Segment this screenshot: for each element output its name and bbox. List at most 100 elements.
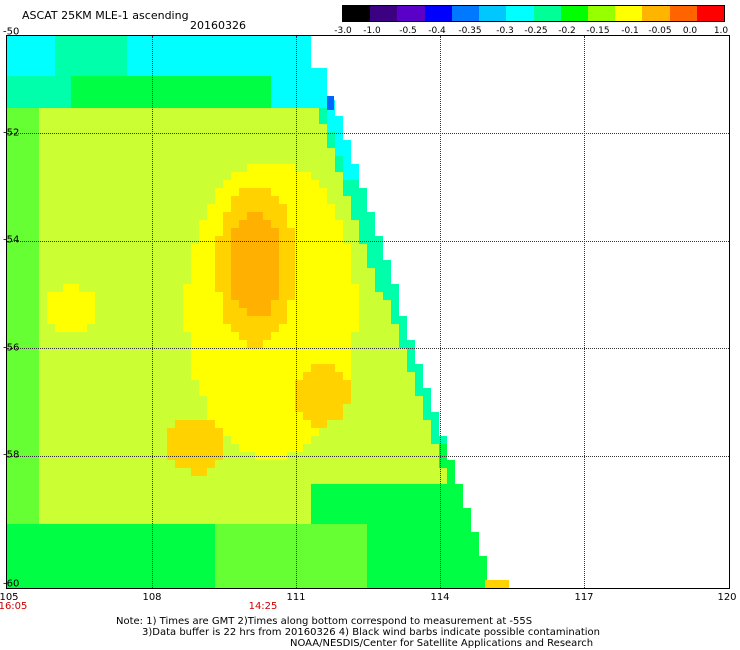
field-cell bbox=[119, 220, 127, 228]
field-cell bbox=[7, 420, 15, 428]
field-cell bbox=[127, 148, 135, 156]
field-cell bbox=[87, 564, 95, 572]
field-cell bbox=[383, 468, 391, 476]
field-cell bbox=[87, 180, 95, 188]
field-cell bbox=[263, 228, 271, 236]
field-cell bbox=[359, 412, 367, 420]
field-cell bbox=[375, 516, 383, 524]
field-cell bbox=[79, 484, 87, 492]
field-cell bbox=[335, 396, 343, 404]
field-cell bbox=[15, 100, 23, 108]
field-cell bbox=[199, 436, 207, 444]
field-cell bbox=[151, 156, 159, 164]
field-cell bbox=[39, 36, 47, 44]
field-cell bbox=[423, 564, 431, 572]
field-cell bbox=[383, 460, 391, 468]
field-cell bbox=[327, 148, 335, 156]
field-cell bbox=[247, 356, 255, 364]
field-cell bbox=[103, 244, 111, 252]
field-cell bbox=[159, 548, 167, 556]
field-cell bbox=[39, 348, 47, 356]
field-cell bbox=[319, 420, 327, 428]
field-cell bbox=[15, 476, 23, 484]
field-cell bbox=[23, 388, 31, 396]
field-cell bbox=[447, 508, 455, 516]
field-cell bbox=[39, 556, 47, 564]
field-cell bbox=[127, 412, 135, 420]
field-cell bbox=[335, 324, 343, 332]
field-cell bbox=[199, 52, 207, 60]
field-cell bbox=[55, 228, 63, 236]
field-cell bbox=[103, 172, 111, 180]
field-cell bbox=[39, 268, 47, 276]
field-cell bbox=[31, 556, 39, 564]
field-cell bbox=[71, 44, 79, 52]
field-cell bbox=[143, 252, 151, 260]
field-cell bbox=[55, 148, 63, 156]
field-cell bbox=[7, 268, 15, 276]
field-cell bbox=[295, 308, 303, 316]
field-cell bbox=[303, 76, 311, 84]
field-cell bbox=[367, 268, 375, 276]
field-cell bbox=[159, 324, 167, 332]
field-cell bbox=[119, 436, 127, 444]
field-cell bbox=[287, 508, 295, 516]
field-cell bbox=[295, 188, 303, 196]
field-cell bbox=[111, 492, 119, 500]
field-cell bbox=[143, 100, 151, 108]
field-cell bbox=[175, 428, 183, 436]
field-cell bbox=[391, 340, 399, 348]
field-cell bbox=[383, 444, 391, 452]
field-cell bbox=[39, 100, 47, 108]
field-cell bbox=[231, 308, 239, 316]
field-cell bbox=[159, 140, 167, 148]
field-cell bbox=[207, 116, 215, 124]
field-cell bbox=[127, 172, 135, 180]
field-cell bbox=[71, 100, 79, 108]
field-cell bbox=[215, 68, 223, 76]
field-cell bbox=[31, 188, 39, 196]
field-cell bbox=[223, 276, 231, 284]
field-cell bbox=[231, 516, 239, 524]
field-cell bbox=[263, 108, 271, 116]
field-cell bbox=[31, 420, 39, 428]
field-cell bbox=[23, 36, 31, 44]
field-cell bbox=[111, 340, 119, 348]
field-cell bbox=[55, 316, 63, 324]
field-cell bbox=[319, 164, 327, 172]
field-cell bbox=[375, 332, 383, 340]
field-cell bbox=[311, 556, 319, 564]
field-cell bbox=[39, 332, 47, 340]
field-cell bbox=[279, 60, 287, 68]
field-cell bbox=[287, 548, 295, 556]
field-cell bbox=[247, 164, 255, 172]
field-cell bbox=[47, 556, 55, 564]
field-cell bbox=[399, 396, 407, 404]
colorbar-swatch bbox=[696, 6, 725, 21]
field-cell bbox=[367, 300, 375, 308]
field-cell bbox=[319, 252, 327, 260]
field-cell bbox=[327, 308, 335, 316]
field-cell bbox=[383, 500, 391, 508]
field-cell bbox=[63, 116, 71, 124]
field-cell bbox=[255, 468, 263, 476]
field-cell bbox=[55, 564, 63, 572]
field-cell bbox=[175, 468, 183, 476]
field-cell bbox=[103, 236, 111, 244]
field-cell bbox=[287, 476, 295, 484]
field-cell bbox=[471, 532, 479, 540]
field-cell bbox=[359, 428, 367, 436]
field-cell bbox=[215, 116, 223, 124]
field-cell bbox=[335, 284, 343, 292]
field-cell bbox=[215, 524, 223, 532]
field-cell bbox=[207, 572, 215, 580]
field-cell bbox=[111, 580, 119, 588]
field-cell bbox=[423, 556, 431, 564]
field-cell bbox=[87, 84, 95, 92]
field-cell bbox=[111, 140, 119, 148]
field-cell bbox=[351, 564, 359, 572]
field-cell bbox=[327, 236, 335, 244]
field-cell bbox=[279, 196, 287, 204]
field-cell bbox=[287, 324, 295, 332]
field-cell bbox=[167, 460, 175, 468]
